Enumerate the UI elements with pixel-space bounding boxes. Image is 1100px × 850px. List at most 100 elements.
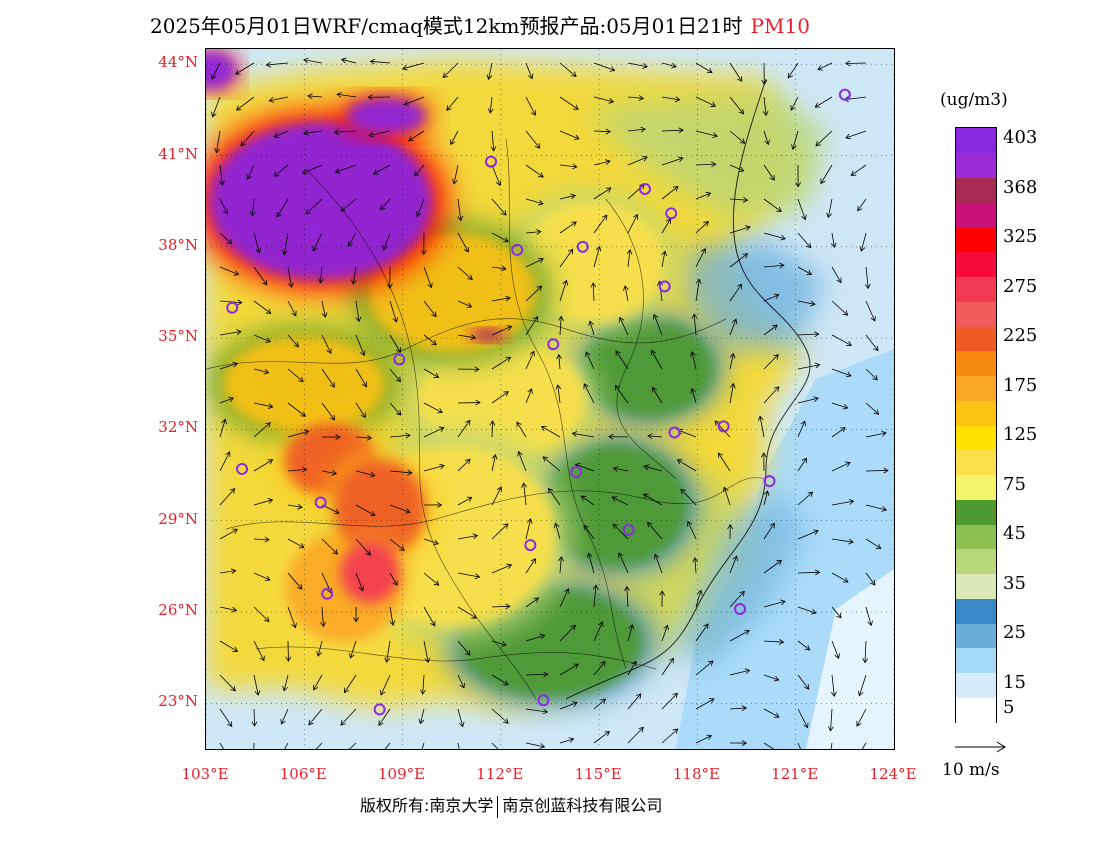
wind-arrow xyxy=(661,186,679,200)
wind-arrow-shaft xyxy=(797,198,806,220)
wind-arrow-shaft xyxy=(488,62,493,80)
wind-arrow-head xyxy=(676,459,683,465)
wind-arrow-head xyxy=(249,211,256,217)
wind-arrow xyxy=(491,265,507,272)
colorbar-label: 15 xyxy=(1003,671,1026,693)
wind-arrow-head xyxy=(474,573,481,580)
wind-arrow-shaft xyxy=(865,402,879,415)
wind-arrow xyxy=(559,221,577,234)
wind-arrow xyxy=(386,266,393,289)
wind-arrow-shaft xyxy=(423,606,436,626)
wind-arrow-shaft xyxy=(525,96,536,116)
wind-arrow xyxy=(287,402,306,417)
colorbar-swatch xyxy=(956,548,996,574)
wind-arrow xyxy=(593,62,616,72)
wind-arrow xyxy=(457,232,469,253)
wind-arrow xyxy=(442,62,459,79)
wind-arrow xyxy=(757,415,765,438)
wind-arrow-head xyxy=(490,146,497,152)
wind-arrow-head xyxy=(540,425,547,432)
wind-arrow-head xyxy=(570,624,576,631)
wind-arrow-head xyxy=(588,320,594,327)
wind-arrow-shaft xyxy=(287,266,292,288)
wind-arrow-shaft xyxy=(729,707,747,710)
wind-arrow xyxy=(831,461,851,472)
wind-arrow xyxy=(320,606,327,628)
wind-arrow-head xyxy=(353,617,360,623)
wind-arrow-head xyxy=(741,740,748,746)
wind-arrow-head xyxy=(405,432,411,439)
colorbar-label: 275 xyxy=(1003,275,1038,297)
wind-arrow-shaft xyxy=(450,130,459,145)
wind-arrow-shaft xyxy=(691,351,697,370)
wind-arrow-head xyxy=(472,533,479,540)
wind-arrow xyxy=(491,198,507,216)
wind-arrow-shaft xyxy=(319,266,323,283)
wind-arrow-shaft xyxy=(389,606,394,626)
wind-arrow-head xyxy=(736,283,743,290)
wind-arrow-head xyxy=(845,461,851,467)
wind-arrow-shaft xyxy=(253,402,273,408)
wind-arrow-head xyxy=(439,463,445,470)
wind-arrow xyxy=(235,96,255,111)
wind-arrow xyxy=(457,198,464,222)
wind-arrow xyxy=(559,279,569,302)
wind-arrow-shaft xyxy=(627,183,645,200)
wind-arrow-shaft xyxy=(525,558,536,574)
wind-arrow-shaft xyxy=(653,314,663,336)
wind-arrow xyxy=(321,538,338,555)
wind-arrow-head xyxy=(573,663,579,669)
wind-arrow xyxy=(787,62,799,79)
hotspot-layer xyxy=(206,49,724,706)
wind-arrow-shaft xyxy=(643,493,663,506)
wind-arrow-head xyxy=(442,72,449,79)
wind-arrow-head xyxy=(820,178,826,185)
wind-arrow xyxy=(457,300,473,308)
wind-arrow-shaft xyxy=(457,334,476,339)
wind-arrow xyxy=(588,320,595,336)
wind-arrow-shaft xyxy=(763,198,782,212)
wind-arrow-shaft xyxy=(723,487,731,506)
wind-arrow-head xyxy=(700,248,706,254)
wind-arrow-head xyxy=(438,426,445,432)
wind-arrow xyxy=(831,402,849,410)
wind-arrow xyxy=(355,300,362,323)
wind-arrow-shaft xyxy=(389,572,398,586)
wind-arrow-shaft xyxy=(421,742,425,749)
wind-arrow-head xyxy=(814,331,820,338)
wind-arrow-shaft xyxy=(865,470,888,472)
wind-arrow-shaft xyxy=(321,334,332,354)
colorbar-label: 35 xyxy=(1003,572,1026,594)
wind-arrow xyxy=(680,488,697,506)
wind-arrow-shaft xyxy=(283,674,289,691)
wind-arrow-shaft xyxy=(287,468,307,472)
wind-arrow-head xyxy=(332,549,338,555)
wind-arrow xyxy=(384,742,391,749)
wind-arrow-head xyxy=(538,172,544,178)
wind-arrow xyxy=(457,674,465,689)
wind-arrow-shaft xyxy=(588,553,595,574)
wind-arrow xyxy=(491,563,513,574)
wind-arrow-head xyxy=(773,354,779,360)
wind-arrow xyxy=(559,588,570,608)
wind-arrow-shaft xyxy=(420,708,425,724)
wind-arrow-head xyxy=(776,559,783,566)
wind-arrow xyxy=(559,701,578,710)
wind-arrow-shaft xyxy=(718,452,731,472)
wind-arrow xyxy=(586,552,595,574)
wind-arrow-head xyxy=(392,580,398,586)
wind-arrow-shaft xyxy=(212,96,221,117)
wind-arrow-head xyxy=(624,585,630,592)
wind-arrow xyxy=(340,198,357,212)
wind-arrow-head xyxy=(467,274,473,281)
wind-arrow xyxy=(382,232,391,251)
wind-arrow xyxy=(729,352,736,370)
open-sea-zone xyxy=(806,569,894,749)
wind-arrow-head xyxy=(298,543,305,549)
wind-arrow-shaft xyxy=(615,350,629,370)
wind-arrow-shaft xyxy=(281,708,289,725)
wind-arrow-shaft xyxy=(305,198,323,215)
wind-arrow-shaft xyxy=(729,198,748,201)
wind-arrow-shaft xyxy=(422,674,425,695)
wind-arrow xyxy=(273,164,289,177)
